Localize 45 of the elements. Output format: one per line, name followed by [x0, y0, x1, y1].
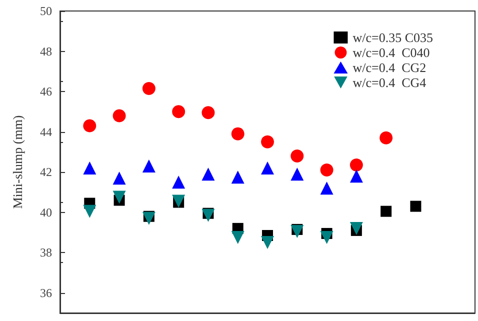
point [202, 208, 215, 222]
point [231, 170, 244, 184]
point [83, 204, 96, 218]
point [142, 212, 156, 225]
point [350, 158, 363, 172]
point [142, 82, 156, 96]
y-tick-label: 42 [40, 165, 52, 180]
point [380, 206, 392, 217]
point [172, 176, 186, 189]
point [350, 222, 363, 235]
y-tick-label: 46 [40, 84, 52, 99]
point [231, 231, 244, 244]
y-tick-label: 48 [40, 44, 52, 58]
point [320, 164, 334, 177]
legend-label: w/c=0.4 CG4 [352, 75, 427, 90]
point [320, 182, 334, 195]
point [202, 106, 215, 120]
legend-label: w/c=0.4 C040 [352, 45, 430, 60]
point [172, 105, 186, 118]
y-tick-label: 44 [40, 124, 52, 139]
point [142, 160, 156, 173]
point [290, 168, 304, 181]
point [261, 135, 274, 148]
point [410, 200, 422, 212]
point [231, 127, 244, 140]
point [261, 162, 274, 175]
point [112, 172, 126, 185]
point [112, 190, 126, 204]
point [202, 168, 215, 181]
y-tick-label: 36 [40, 286, 52, 300]
point [290, 149, 304, 162]
y-axis-title: Mini-slump (mm) [10, 115, 25, 209]
y-tick-label: 40 [40, 205, 52, 220]
y-tick-label: 50 [40, 4, 52, 18]
point [261, 236, 274, 250]
legend-label: w/c=0.35 C035 [352, 30, 434, 45]
legend-label: w/c=0.4 CG2 [352, 60, 426, 75]
point [83, 119, 96, 132]
point [350, 170, 363, 183]
point [380, 131, 393, 144]
point [290, 224, 304, 238]
point [320, 231, 334, 244]
y-tick-label: 38 [40, 246, 52, 260]
point [83, 162, 96, 175]
point [112, 109, 126, 122]
